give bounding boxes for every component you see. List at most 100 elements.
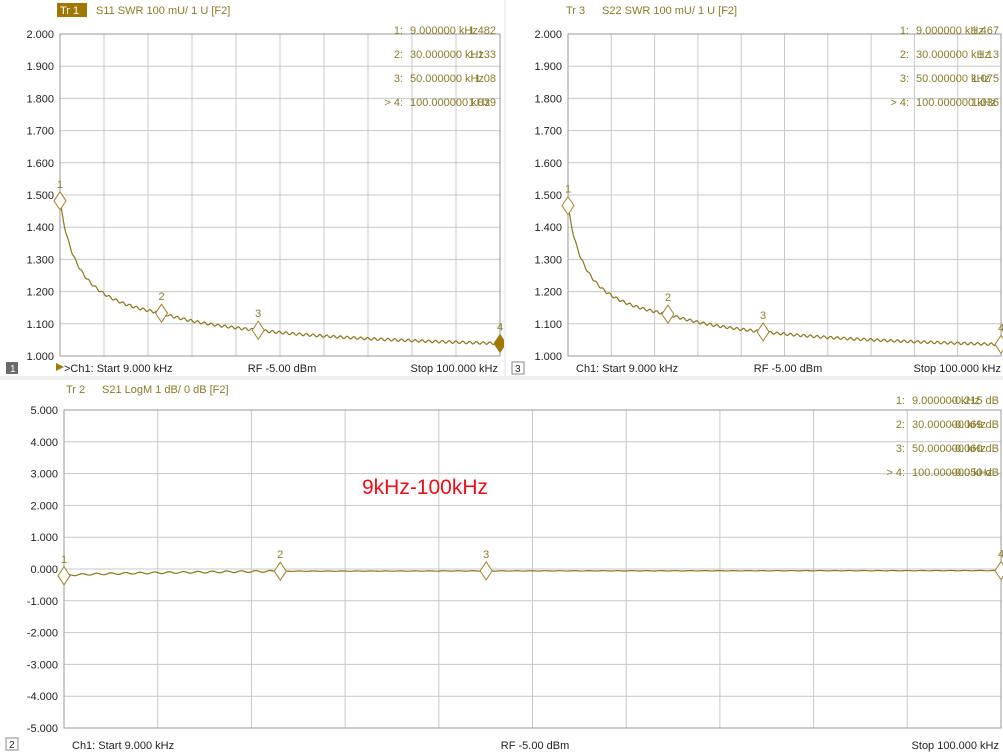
- marker-readout-index: 3:: [394, 73, 403, 85]
- channel-number: 2: [9, 740, 15, 751]
- marker-readout-value: 1.13: [978, 49, 999, 61]
- marker-readout-freq: 30.000000 kHz: [912, 419, 986, 431]
- marker-readout-index: 3:: [896, 443, 905, 455]
- chart-s21-logm: Tr 2 S21 LogM 1 dB/ 0 dB [F2] 5.000 4.000 3.…: [5, 384, 1003, 752]
- y-tick-label: 0.000: [30, 564, 58, 576]
- marker-readout-freq: 100.000000 kHz: [410, 97, 490, 109]
- marker-readout-value: 1.08: [475, 73, 496, 85]
- marker-label: 1: [57, 179, 63, 191]
- y-tick-label: 1.200: [534, 287, 562, 299]
- chart-s22-swr: Tr 3 S22 SWR 100 mU/ 1 U [F2] 2.000 1.900 1.…: [511, 5, 1003, 375]
- channel-box: [511, 361, 525, 375]
- y-tick-label: 2.000: [30, 500, 58, 512]
- channel-number: 3: [515, 364, 521, 375]
- y-tick-label: 5.000: [30, 405, 58, 417]
- trace-badge: Tr 3: [566, 5, 585, 17]
- y-tick-label: -5.000: [27, 723, 58, 735]
- marker-diamond: [756, 321, 770, 342]
- y-tick-label: 1.100: [534, 319, 562, 331]
- chart-panel-s11: Tr 1 S11 SWR 100 mU/ 1 U [F2] 2.000 1.900 1.…: [0, 0, 504, 376]
- trace-line: [63, 569, 1002, 577]
- marker-label: 3: [760, 310, 766, 322]
- marker-readout-value: 1.467: [971, 25, 999, 37]
- y-tick-label: 1.500: [534, 190, 562, 202]
- marker-readout-freq: 9.000000 kHz: [410, 25, 478, 37]
- y-tick-label: 1.000: [534, 351, 562, 363]
- marker-readout-index: 2:: [394, 49, 403, 61]
- y-tick-label: -3.000: [27, 659, 58, 671]
- marker-diamond: [57, 565, 71, 586]
- marker-readout-freq: 30.000000 kHz: [410, 49, 484, 61]
- frequency-range-annotation: 9kHz-100kHz: [362, 476, 488, 499]
- trace-badge: Tr 1: [60, 5, 79, 17]
- marker-readout-freq: 9.000000 kHz: [912, 395, 980, 407]
- marker-readout-value: -0.050 dB: [951, 467, 999, 479]
- marker-diamond: [251, 320, 265, 341]
- footer-stop: Stop 100.000 kHz: [914, 363, 1001, 375]
- marker-diamond: [994, 560, 1003, 581]
- marker-readout-freq: 9.000000 kHz: [916, 25, 984, 37]
- y-tick-label: 4.000: [30, 437, 58, 449]
- marker-readout-index: > 4:: [890, 97, 909, 109]
- y-tick-label: 1.400: [26, 222, 54, 234]
- marker-readout-index: 1:: [900, 25, 909, 37]
- marker-label: 2: [158, 291, 164, 303]
- y-tick-label: 1.100: [26, 319, 54, 331]
- marker-readout-index: 2:: [900, 49, 909, 61]
- y-tick-label: -1.000: [27, 596, 58, 608]
- marker-label: 2: [277, 549, 283, 561]
- channel-number: 1: [10, 364, 16, 375]
- y-tick-label: 1.800: [26, 93, 54, 105]
- y-tick-label: 1.900: [26, 61, 54, 73]
- channel-box: [6, 362, 18, 374]
- plot-frame: [567, 33, 1002, 357]
- y-tick-label: 1.400: [534, 222, 562, 234]
- marker-readout-value: 1.075: [971, 73, 999, 85]
- marker-label: 4: [998, 549, 1003, 561]
- chart-title: S22 SWR 100 mU/ 1 U [F2]: [602, 5, 737, 17]
- marker-diamond: [493, 333, 504, 354]
- chart-title: S21 LogM 1 dB/ 0 dB [F2]: [102, 384, 229, 396]
- trace-line: [59, 200, 501, 346]
- y-tick-label: 1.300: [26, 254, 54, 266]
- footer-start: Ch1: Start 9.000 kHz: [72, 740, 174, 752]
- marker-readout-freq: 100.000000 kHz: [912, 467, 992, 479]
- footer-stop: Stop 100.000 kHz: [411, 363, 498, 375]
- marker-readout-index: > 4:: [384, 97, 403, 109]
- marker-label: 4: [497, 321, 503, 333]
- y-tick-label: 1.600: [534, 158, 562, 170]
- marker-readout-index: > 4:: [886, 467, 905, 479]
- y-tick-label: 2.000: [534, 29, 562, 41]
- y-tick-label: 1.600: [26, 158, 54, 170]
- marker-readout-value: 1.482: [468, 25, 496, 37]
- marker-readout-freq: 100.000000 kHz: [916, 97, 996, 109]
- footer-stop: Stop 100.000 kHz: [912, 740, 999, 752]
- trace-line: [567, 205, 1002, 347]
- footer-rf: RF -5.00 dBm: [248, 363, 316, 375]
- y-tick-label: 1.700: [26, 126, 54, 138]
- marker-readout-index: 3:: [900, 73, 909, 85]
- marker-label: 1: [61, 554, 67, 566]
- marker-readout-value: -0.215 dB: [951, 395, 999, 407]
- marker-diamond: [561, 195, 575, 216]
- y-tick-label: 1.800: [534, 93, 562, 105]
- marker-readout-value: -0.060 dB: [951, 443, 999, 455]
- marker-label: 4: [998, 322, 1003, 334]
- marker-diamond: [154, 303, 169, 324]
- marker-readout-index: 1:: [896, 395, 905, 407]
- y-tick-label: 1.700: [534, 126, 562, 138]
- marker-readout-value: 1.039: [468, 97, 496, 109]
- start-arrow: [56, 363, 64, 371]
- marker-diamond: [273, 561, 287, 582]
- marker-label: 3: [255, 308, 261, 320]
- footer-rf: RF -5.00 dBm: [501, 740, 569, 752]
- y-tick-label: 2.000: [26, 29, 54, 41]
- y-tick-label: 1.500: [26, 190, 54, 202]
- marker-diamond: [661, 304, 675, 325]
- chart-panel-s22: Tr 3 S22 SWR 100 mU/ 1 U [F2] 2.000 1.900 1.…: [506, 0, 1003, 376]
- channel-box: [5, 737, 19, 751]
- footer-rf: RF -5.00 dBm: [754, 363, 822, 375]
- footer-start: Ch1: Start 9.000 kHz: [576, 363, 678, 375]
- marker-readout-freq: 50.000000 kHz: [410, 73, 484, 85]
- marker-readout-value: -0.069 dB: [951, 419, 999, 431]
